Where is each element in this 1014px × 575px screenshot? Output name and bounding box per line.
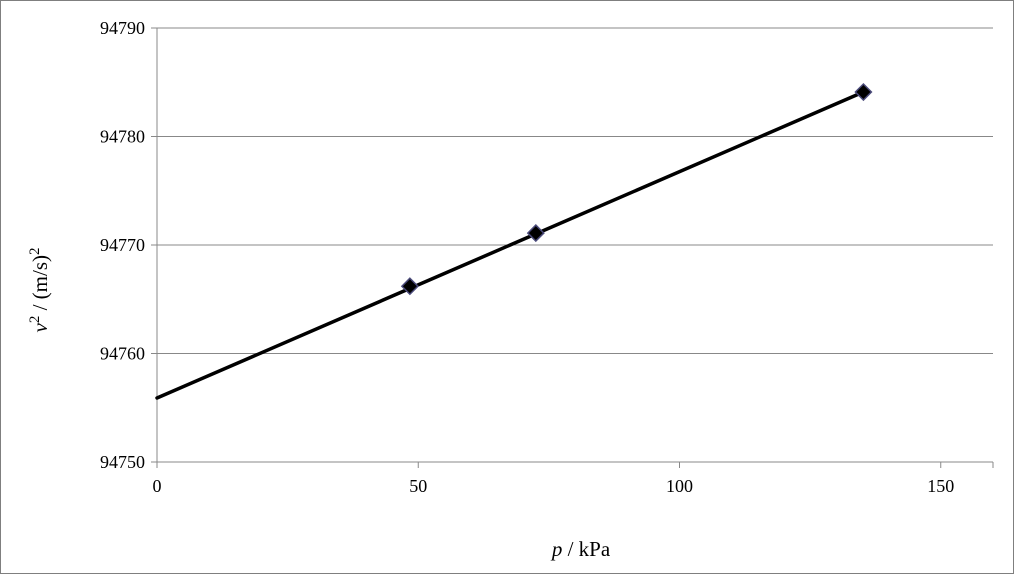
axes	[151, 27, 994, 468]
grid-lines	[157, 27, 993, 354]
x-tick-labels: 0 50 100 150	[153, 476, 955, 496]
data-points	[400, 82, 873, 296]
y-tick-label: 94780	[100, 127, 145, 147]
data-point	[854, 82, 873, 102]
x-tick-label: 0	[153, 476, 162, 496]
trendline-linear	[155, 90, 866, 400]
x-axis-title: p / kPa	[550, 537, 611, 561]
y-tick-label: 94790	[100, 18, 145, 38]
y-axis-title: v2 / (m/s)2	[27, 248, 52, 333]
x-tick-label: 100	[666, 476, 693, 496]
data-point	[526, 224, 545, 243]
trendline	[155, 90, 866, 400]
data-point	[400, 277, 419, 296]
x-tick-label: 50	[409, 476, 427, 496]
y-tick-labels: 94750 94760 94770 94780 94790	[100, 18, 145, 472]
y-tick-label: 94750	[100, 452, 145, 472]
x-tick-label: 150	[927, 476, 954, 496]
y-tick-label: 94760	[100, 344, 145, 364]
y-tick-label: 94770	[100, 235, 145, 255]
